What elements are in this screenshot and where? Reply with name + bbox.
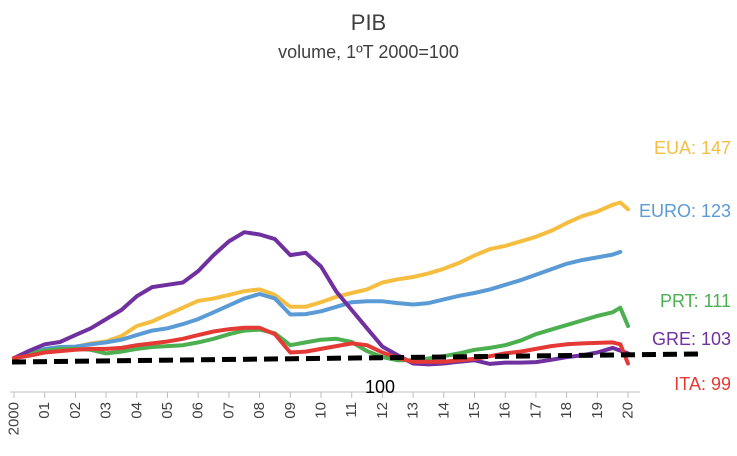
x-tick-label: 19 [589,402,606,419]
reference-line-label: 100 [365,377,395,397]
x-tick-label: 01 [36,402,53,419]
x-tick-label: 05 [159,402,176,419]
series-label-prt: PRT: 111 [660,291,731,311]
x-tick-label: 15 [466,402,483,419]
x-tick-label: 02 [67,402,84,419]
series-line-prt [12,305,630,363]
series-label-ita: ITA: 99 [674,374,731,394]
x-tick-label: 07 [220,402,237,419]
x-tick-label: 17 [527,402,544,419]
x-tick-label: 13 [405,402,422,419]
series-label-gre: GRE: 103 [652,329,731,349]
series-label-euro: EURO: 123 [639,201,731,221]
x-tick-label: 2000 [6,402,23,435]
series-line-euro [12,249,623,360]
series-line-eua [12,200,630,360]
chart-title: PIB [350,10,387,35]
x-tick-label: 12 [374,402,391,419]
x-tick-label: 10 [313,402,330,419]
x-tick-label: 08 [251,402,268,419]
reference-line-100 [11,351,701,365]
x-tick-label: 20 [620,402,637,419]
x-tick-label: 04 [128,402,145,419]
x-tick-label: 09 [282,402,299,419]
series-line-ita [12,325,630,366]
x-tick-label: 16 [497,402,514,419]
x-tick-label: 14 [435,402,452,419]
x-tick-label: 11 [343,402,360,418]
x-tick-label: 18 [558,402,575,419]
series-line-gre [12,230,630,367]
x-tick-label: 03 [98,402,115,419]
x-tick-label: 06 [190,402,207,419]
chart-subtitle: volume, 1ºT 2000=100 [278,42,459,62]
series-label-eua: EUA: 147 [654,138,731,158]
